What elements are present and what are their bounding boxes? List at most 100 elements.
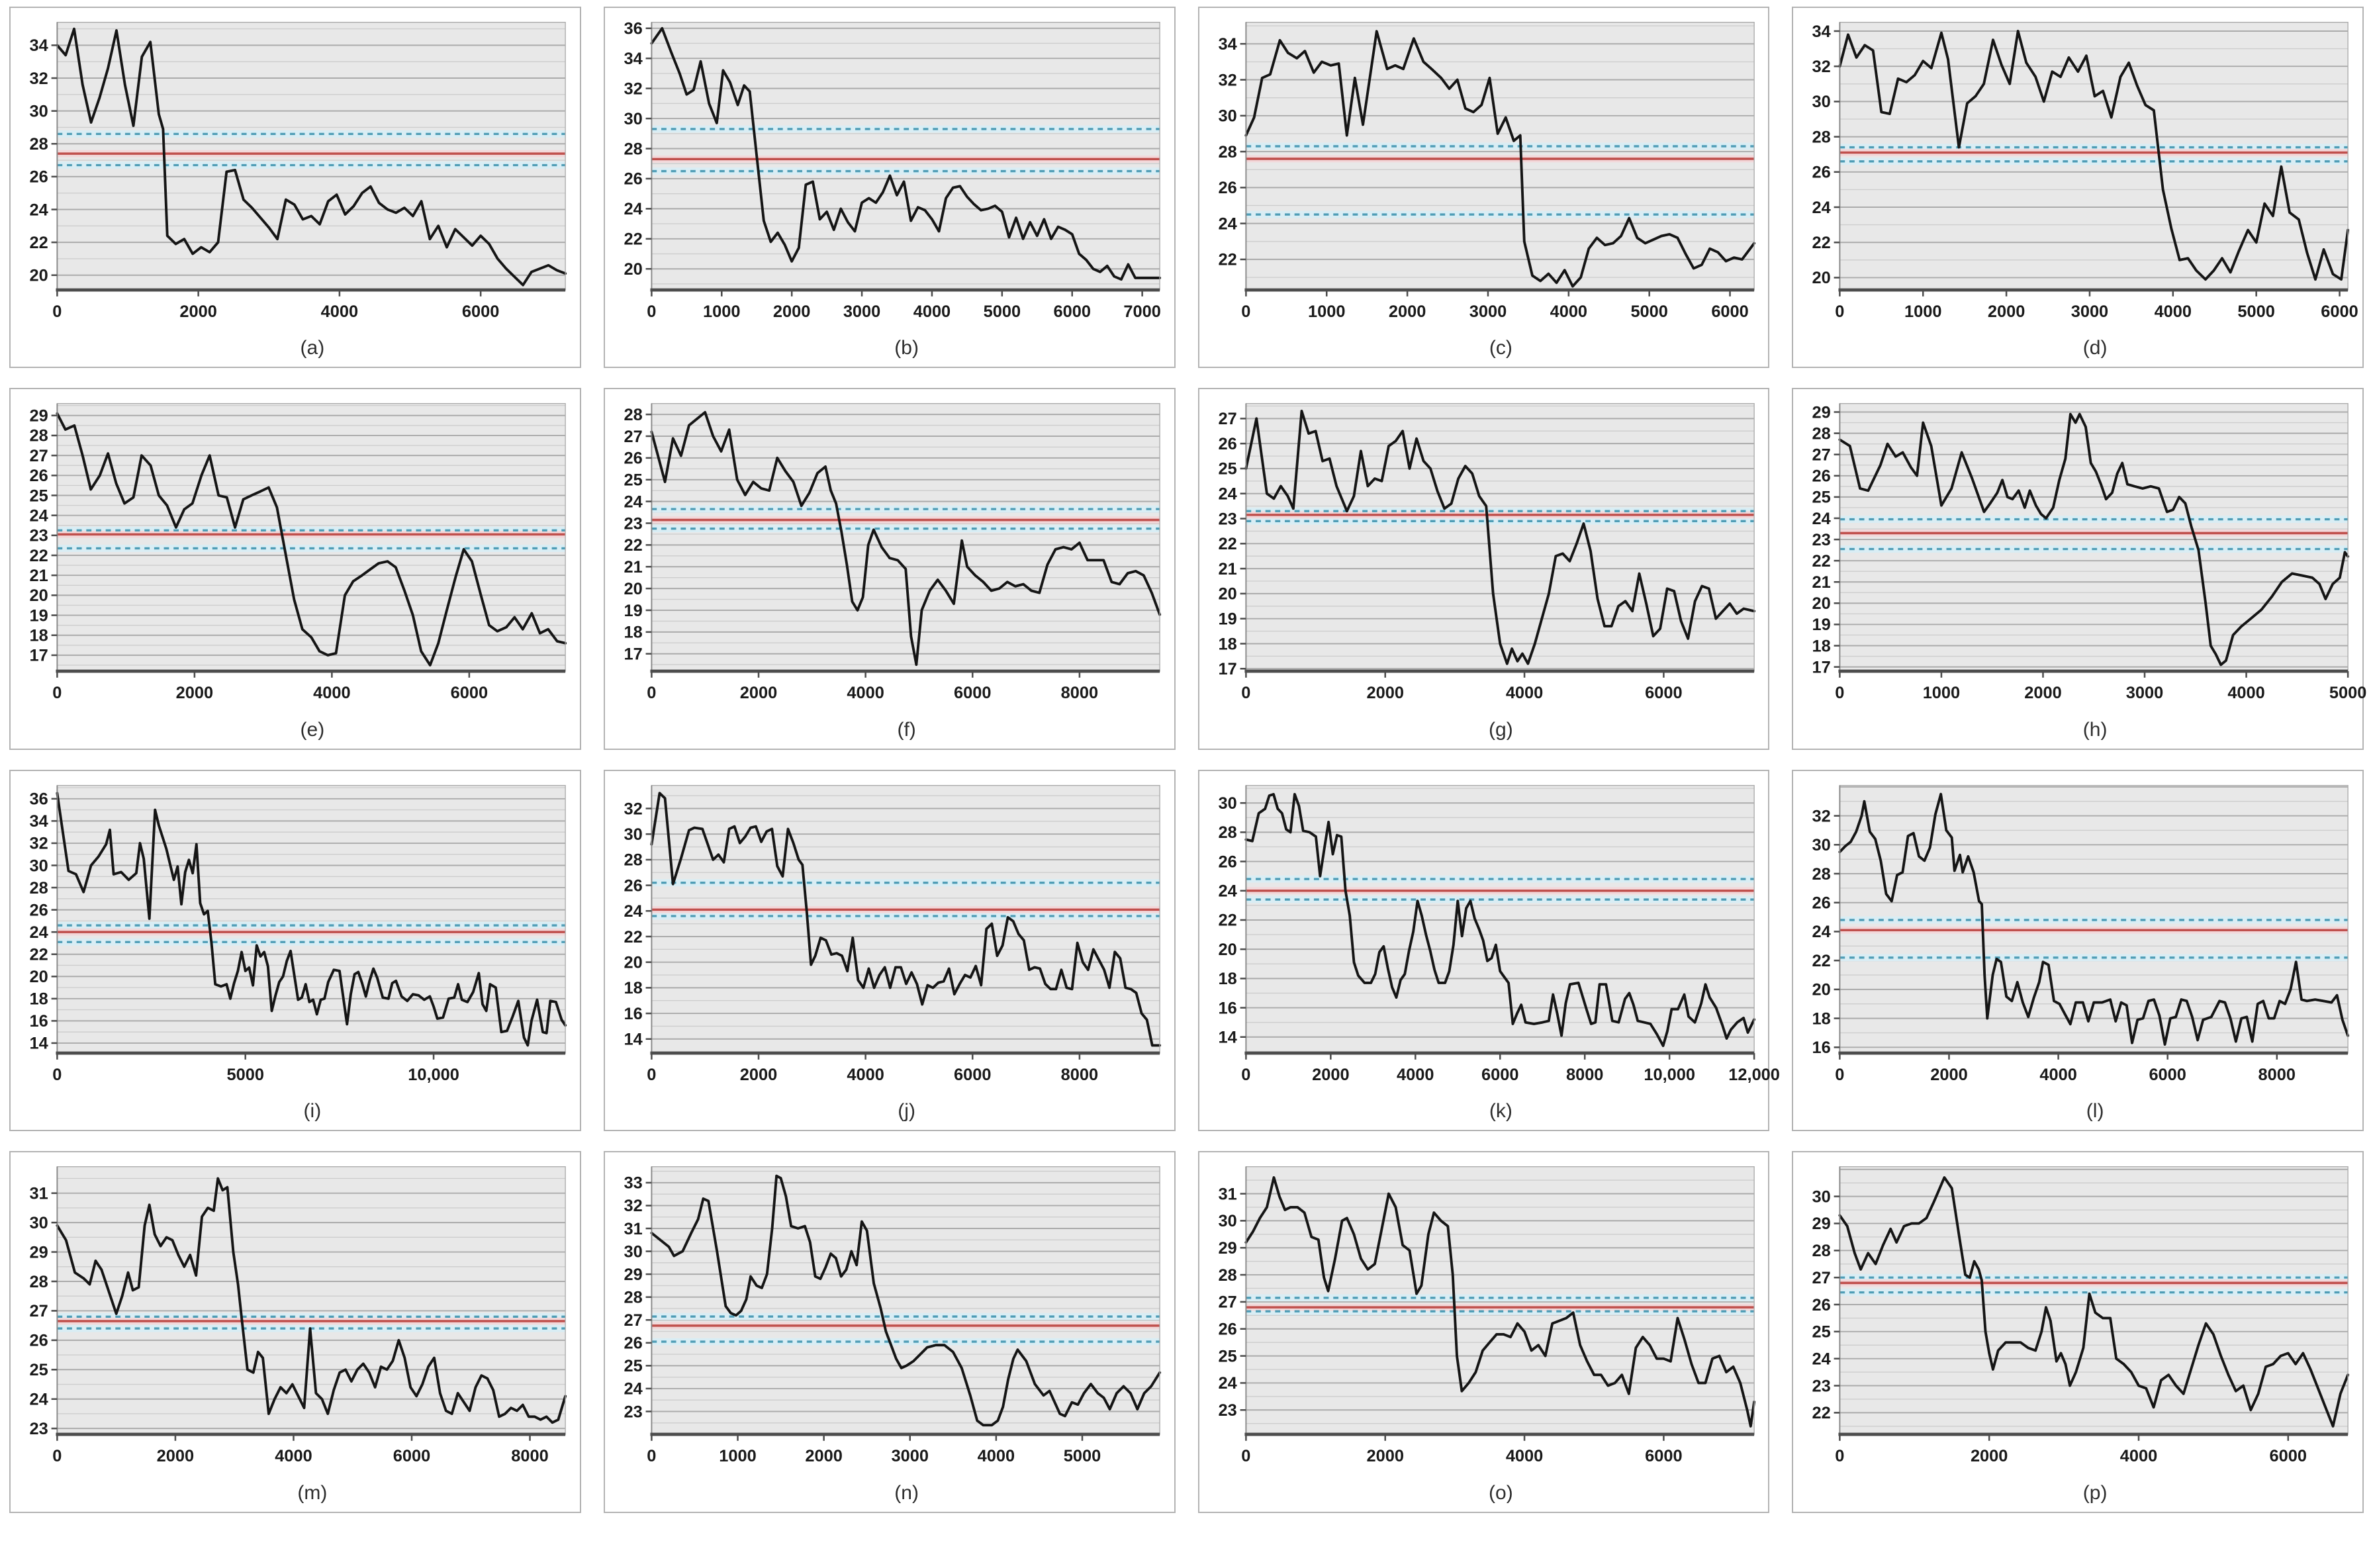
- y-tick-label: 34: [29, 812, 48, 831]
- y-tick-label: 22: [1812, 552, 1831, 571]
- x-tick-label: 3000: [891, 1447, 928, 1465]
- x-tick-label: 4000: [2120, 1447, 2157, 1465]
- series-line: [1244, 792, 1755, 1047]
- y-tick-label: 22: [624, 537, 642, 555]
- x-tick-label: 2000: [1931, 1066, 1968, 1084]
- x-tick-label: 2000: [1312, 1066, 1349, 1084]
- y-tick-label: 20: [624, 580, 642, 598]
- chart-panel-b: 20 22 24 26 28 30 32 34 36 0 1000 2000 3000 4000 5000 6…: [603, 7, 1176, 369]
- y-tick-label: 34: [1812, 23, 1831, 41]
- y-tick-label: 16: [1218, 999, 1236, 1017]
- y-tick-label: 28: [1218, 1266, 1236, 1285]
- y-tick-label: 22: [1812, 234, 1831, 252]
- chart-canvas-o: 23 24 25 26 27 28 29 30 31 0 2000 4000 6000: [1218, 1166, 1755, 1465]
- x-tick-label: 0: [1241, 1447, 1250, 1465]
- y-tick-label: 24: [624, 902, 642, 921]
- y-tick-label: 21: [624, 558, 642, 576]
- x-tick-label: 2000: [1971, 1447, 2008, 1465]
- y-tick-label: 25: [1812, 1323, 1831, 1342]
- chart-panel-m: 23 24 25 26 27 28 29 30 31 0 2000 4000 6000 8000 (m): [9, 1151, 581, 1513]
- y-tick-label: 28: [1812, 128, 1831, 146]
- y-tick-label: 20: [1812, 980, 1831, 999]
- series-line: [1838, 792, 2350, 1046]
- chart-caption-l: (l): [2086, 1100, 2104, 1123]
- x-tick-label: 5000: [983, 302, 1020, 321]
- y-tick-label: 30: [1218, 794, 1236, 813]
- x-tick-label: 4000: [847, 1066, 884, 1084]
- x-tick-label: 8000: [1060, 1066, 1097, 1084]
- chart-canvas-l: 16 18 20 22 24 26 28 30 32 0 2000 4000 6000 8000: [1812, 784, 2350, 1084]
- chart-caption-p: (p): [2082, 1481, 2108, 1504]
- x-tick-label: 4000: [977, 1447, 1014, 1465]
- series-line: [1244, 1176, 1755, 1428]
- x-tick-label: 6000: [1645, 1447, 1682, 1465]
- plot-area: [651, 404, 1160, 672]
- y-tick-label: 20: [1218, 585, 1236, 604]
- y-tick-label: 28: [1812, 865, 1831, 884]
- chart-caption-g: (g): [1489, 718, 1513, 741]
- y-tick-label: 26: [624, 1334, 642, 1353]
- x-tick-label: 4000: [275, 1447, 312, 1465]
- chart-canvas-j: 14 16 18 20 22 24 26 28 30 32 0 2000 4000 6000 8000: [624, 784, 1161, 1084]
- x-tick-label: 1000: [719, 1447, 756, 1465]
- x-tick-label: 2000: [176, 684, 213, 702]
- y-tick-label: 30: [624, 825, 642, 844]
- x-tick-label: 1000: [1904, 302, 1941, 321]
- x-tick-label: 0: [1241, 302, 1250, 321]
- chart-panel-d: 20 22 24 26 28 30 32 34 0 1000 2000 3000 4000 5000 600…: [1792, 7, 2364, 369]
- y-tick-label: 23: [1218, 510, 1236, 529]
- x-tick-label: 8000: [1060, 684, 1097, 702]
- series-line: [1838, 30, 2350, 281]
- chart-panel-h: 17 18 19 20 21 22 23 24 25 26 27 28 29 0 1000 2000 3000 4…: [1792, 388, 2367, 750]
- y-tick-label: 33: [624, 1174, 642, 1193]
- x-tick-label: 6000: [954, 1066, 991, 1084]
- x-tick-label: 2000: [179, 302, 216, 321]
- y-tick-label: 22: [1218, 535, 1236, 553]
- x-tick-label: 4000: [2228, 684, 2265, 702]
- y-tick-label: 22: [1218, 251, 1236, 269]
- x-tick-label: 3000: [1469, 302, 1506, 321]
- y-tick-label: 20: [1812, 595, 1831, 614]
- chart-panel-c: 22 24 26 28 30 32 34 0 1000 2000 3000 4000 5000 6000 …: [1197, 7, 1770, 369]
- x-tick-label: 4000: [913, 302, 950, 321]
- series-line: [1838, 1176, 2350, 1428]
- y-tick-label: 24: [624, 200, 642, 218]
- series-line: [56, 1177, 567, 1424]
- y-tick-label: 18: [1812, 637, 1831, 656]
- y-tick-label: 24: [29, 201, 48, 219]
- y-tick-label: 17: [29, 647, 48, 665]
- x-tick-label: 12,000: [1728, 1066, 1780, 1084]
- x-tick-label: 4000: [321, 302, 358, 321]
- chart-panel-f: 17 18 19 20 21 22 23 24 25 26 27 28 0 2000 4000 6000 800…: [603, 388, 1176, 750]
- x-tick-label: 0: [1836, 1066, 1845, 1084]
- x-tick-label: 2000: [740, 1066, 777, 1084]
- y-tick-label: 21: [1812, 573, 1831, 592]
- series-line: [56, 792, 567, 1047]
- y-tick-label: 30: [624, 110, 642, 128]
- y-tick-label: 31: [1218, 1185, 1236, 1203]
- y-tick-label: 22: [624, 230, 642, 249]
- y-tick-label: 27: [624, 428, 642, 446]
- y-tick-label: 24: [1812, 923, 1831, 941]
- y-tick-label: 27: [1218, 1293, 1236, 1312]
- x-tick-label: 4000: [2155, 302, 2192, 321]
- x-tick-label: 2000: [1388, 302, 1425, 321]
- y-tick-label: 24: [1812, 199, 1831, 217]
- chart-caption-i: (i): [303, 1100, 322, 1123]
- y-tick-label: 23: [1812, 531, 1831, 549]
- y-tick-label: 23: [624, 1403, 642, 1421]
- y-tick-label: 32: [29, 834, 48, 853]
- y-tick-label: 29: [624, 1266, 642, 1284]
- y-tick-label: 34: [624, 50, 642, 68]
- y-tick-label: 32: [29, 69, 48, 88]
- y-tick-label: 24: [1812, 1350, 1831, 1369]
- x-tick-label: 0: [1836, 684, 1845, 702]
- y-tick-label: 17: [1812, 659, 1831, 677]
- y-tick-label: 16: [624, 1005, 642, 1023]
- y-tick-label: 27: [29, 1302, 48, 1320]
- chart-panel-p: 22 23 24 25 26 27 28 29 30 0 2000 4000 6000 (p): [1792, 1151, 2364, 1513]
- y-tick-label: 26: [1218, 853, 1236, 871]
- y-tick-label: 19: [1812, 616, 1831, 635]
- y-tick-label: 22: [1812, 952, 1831, 970]
- x-tick-label: 8000: [511, 1447, 548, 1465]
